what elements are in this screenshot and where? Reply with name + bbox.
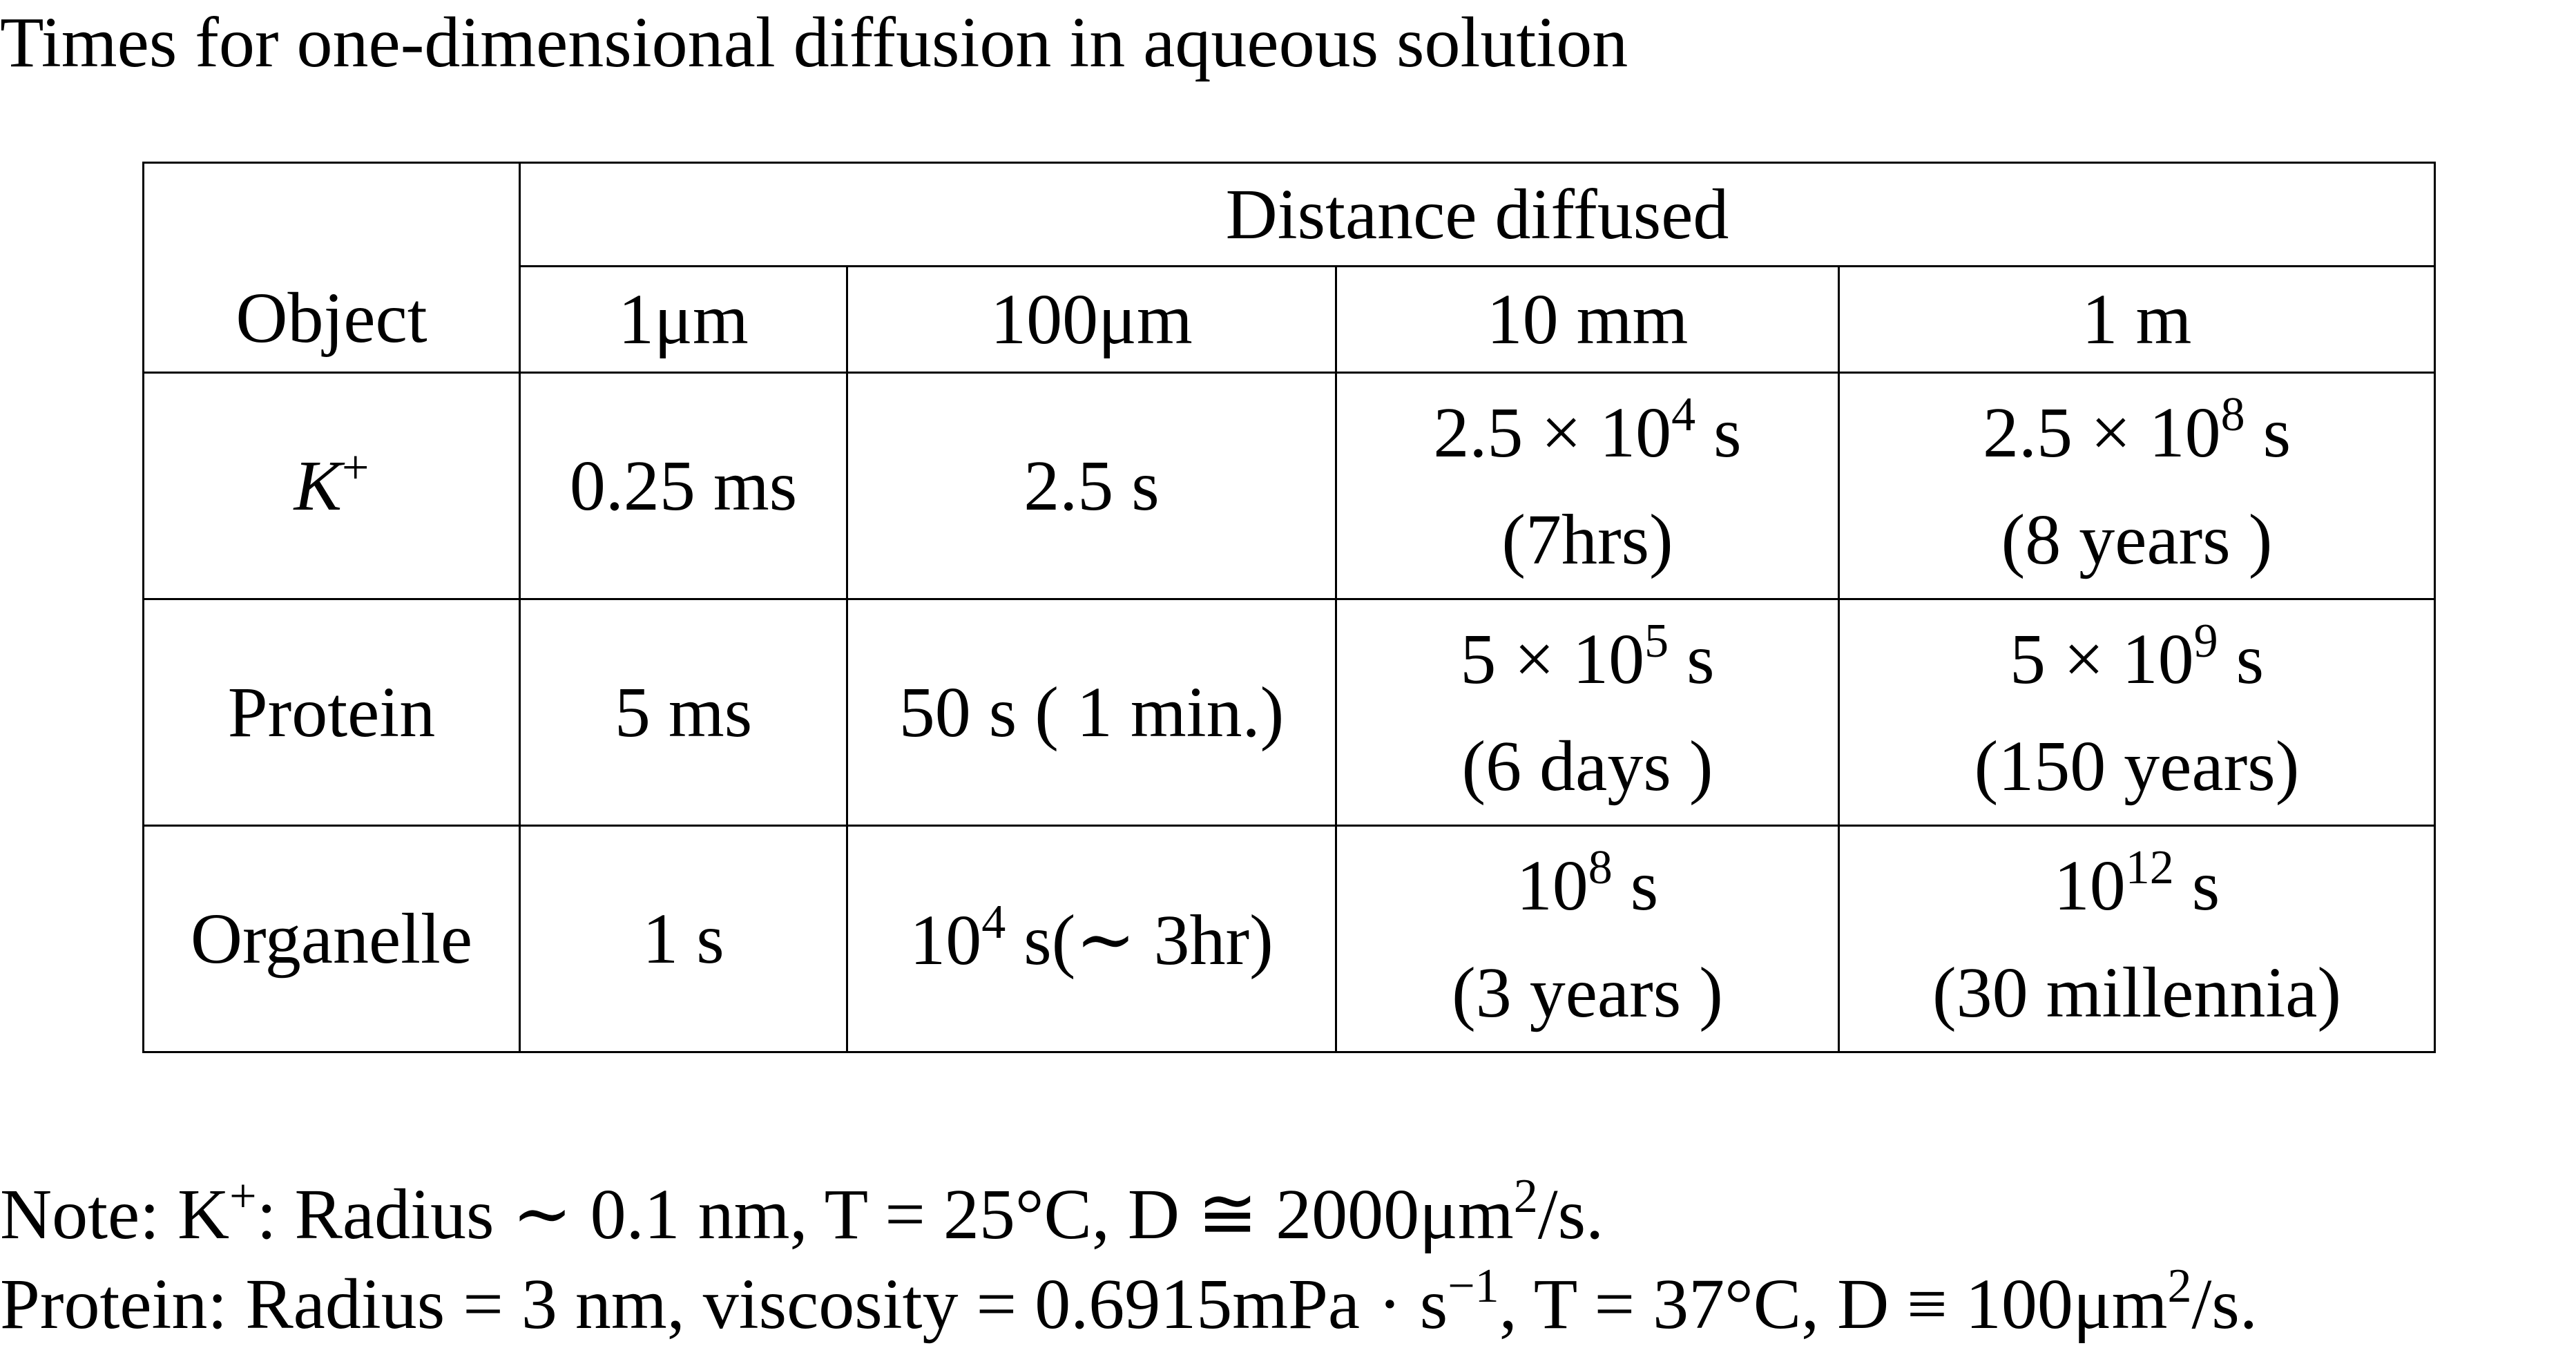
table-cell: 1 s	[519, 825, 848, 1053]
cell-mantissa: 2.5 × 10	[1433, 392, 1672, 472]
note-text: /s.	[1537, 1175, 1604, 1254]
note-text: , T = 37°C, D ≡ 100μm	[1499, 1264, 2168, 1344]
table-cell: 5 ms	[519, 598, 848, 827]
table-cell: 1012 s (30 millennia)	[1837, 825, 2436, 1053]
cell-note-line: (150 years)	[1974, 726, 2300, 806]
distance-group-header: Distance diffused	[518, 162, 2436, 267]
table-cell: 5 × 109 s (150 years)	[1837, 598, 2436, 827]
object-header-label: Object	[236, 278, 427, 358]
cell-value-line: 2.5 × 104 s	[1351, 379, 1824, 486]
cell-exponent: 4	[981, 895, 1006, 949]
cell-unit: s	[2173, 845, 2220, 925]
note-text: : Radius ∼ 0.1 nm, T = 25°C, D ≅ 2000μm	[256, 1175, 1514, 1254]
cell-unit: s	[2218, 619, 2265, 699]
note-potassium: Note: K+: Radius ∼ 0.1 nm, T = 25°C, D ≅…	[0, 1171, 1604, 1258]
cell-mantissa: 5 × 10	[1460, 619, 1645, 699]
object-cell-protein: Protein	[142, 598, 521, 827]
cell-mantissa: 2.5 × 10	[1982, 392, 2221, 472]
note-protein: Protein: Radius = 3 nm, viscosity = 0.69…	[0, 1261, 2258, 1347]
table-cell: 0.25 ms	[519, 372, 848, 600]
note-text: /s.	[2191, 1264, 2258, 1344]
cell-unit: s	[2245, 392, 2291, 472]
cell-mantissa: 5 × 10	[2009, 619, 2194, 699]
cell-exponent: 12	[2125, 840, 2174, 894]
cell-value-line: 2.5 × 108 s	[1854, 379, 2420, 486]
cell-exponent: 9	[2193, 614, 2218, 668]
object-header: Object	[142, 162, 521, 374]
diffusion-times-table: Object Distance diffused 1μm 100μm 10 mm…	[142, 162, 2436, 1053]
distance-header-10mm: 10 mm	[1335, 265, 1840, 374]
distance-header-1um: 1μm	[519, 265, 848, 374]
cell-unit: s	[1612, 845, 1659, 925]
cell-value-line: 108 s	[1351, 832, 1824, 939]
cell-note-line: (3 years )	[1452, 952, 1723, 1032]
cell-unit: s(∼ 3hr)	[1006, 900, 1273, 980]
note-superscript: +	[229, 1170, 257, 1223]
table-cell: 2.5 × 104 s (7hrs)	[1335, 372, 1840, 600]
page-title: Times for one-dimensional diffusion in a…	[0, 3, 1628, 82]
cell-note-line: (7hrs)	[1501, 499, 1673, 579]
table-row: Protein 5 ms 50 s ( 1 min.) 5 × 105 s (6…	[142, 598, 2436, 827]
object-superscript: +	[341, 441, 369, 494]
cell-value-line: 5 × 105 s	[1351, 606, 1824, 713]
cell-note-line: (30 millennia)	[1932, 952, 2342, 1032]
distance-group-label: Distance diffused	[1225, 175, 1729, 254]
note-prefix: Note: K	[0, 1175, 230, 1254]
table-cell: 104 s(∼ 3hr)	[846, 825, 1337, 1053]
cell-mantissa: 10	[1516, 845, 1588, 925]
table-row: Organelle 1 s 104 s(∼ 3hr) 108 s (3 year…	[142, 825, 2436, 1053]
cell-note-line: (8 years )	[2001, 499, 2273, 579]
note-superscript: −1	[1448, 1260, 1499, 1313]
cell-unit: s	[1695, 392, 1742, 472]
cell-value-line: 5 × 109 s	[1854, 606, 2420, 713]
table-cell: 108 s (3 years )	[1335, 825, 1840, 1053]
object-cell-potassium: K+	[142, 372, 521, 600]
cell-exponent: 8	[2220, 387, 2245, 441]
note-superscript: 2	[2167, 1260, 2192, 1313]
cell-mantissa: 10	[2053, 845, 2126, 925]
cell-exponent: 8	[1588, 840, 1613, 894]
object-label: K	[294, 446, 342, 526]
table-cell: 2.5 s	[846, 372, 1337, 600]
cell-unit: s	[1669, 619, 1715, 699]
cell-value-line: 1012 s	[1854, 832, 2420, 939]
object-cell-organelle: Organelle	[142, 825, 521, 1053]
cell-note-line: (6 days )	[1461, 726, 1713, 806]
distance-header-1m: 1 m	[1837, 265, 2436, 374]
table-row: K+ 0.25 ms 2.5 s 2.5 × 104 s (7hrs) 2.5 …	[142, 372, 2436, 600]
cell-mantissa: 10	[910, 900, 982, 980]
cell-exponent: 5	[1644, 614, 1669, 668]
table-subheader-row: 1μm 100μm 10 mm 1 m	[144, 265, 2436, 374]
cell-exponent: 4	[1671, 387, 1696, 441]
table-header-row: Object Distance diffused	[142, 162, 2436, 374]
table-cell: 5 × 105 s (6 days )	[1335, 598, 1840, 827]
table-cell: 50 s ( 1 min.)	[846, 598, 1337, 827]
note-superscript: 2	[1513, 1170, 1538, 1223]
table-cell: 2.5 × 108 s (8 years )	[1837, 372, 2436, 600]
distance-header-100um: 100μm	[846, 265, 1337, 374]
note-text: Protein: Radius = 3 nm, viscosity = 0.69…	[0, 1264, 1448, 1344]
